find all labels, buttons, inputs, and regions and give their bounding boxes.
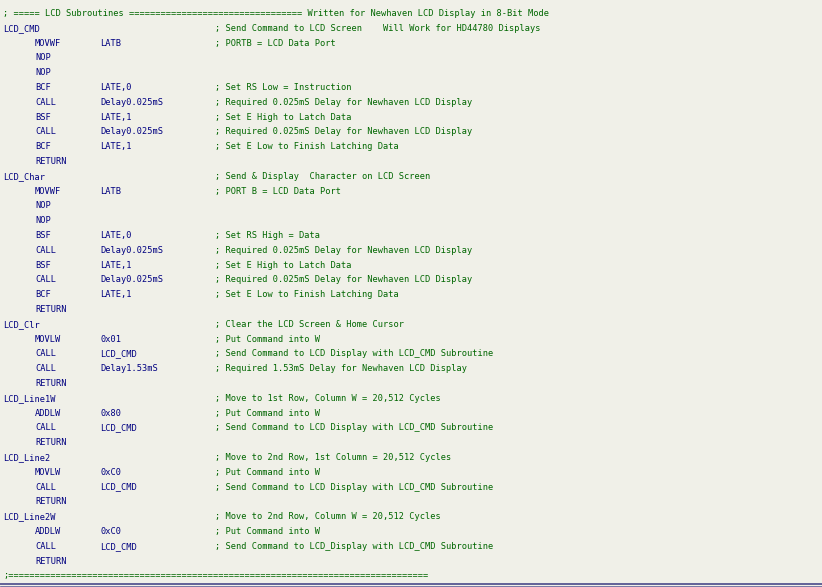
Text: BSF: BSF <box>35 113 51 122</box>
Text: RETURN: RETURN <box>35 438 67 447</box>
Text: Delay1.53mS: Delay1.53mS <box>100 364 158 373</box>
Text: LATE,0: LATE,0 <box>100 231 132 240</box>
Text: ; Move to 2nd Row, 1st Column = 20,512 Cycles: ; Move to 2nd Row, 1st Column = 20,512 C… <box>215 453 451 462</box>
Text: ; Send & Display  Character on LCD Screen: ; Send & Display Character on LCD Screen <box>215 172 430 181</box>
Text: LCD_Clr: LCD_Clr <box>3 320 39 329</box>
Text: LATE,1: LATE,1 <box>100 290 132 299</box>
Text: LCD_CMD: LCD_CMD <box>100 542 136 551</box>
Text: ;===============================================================================: ;=======================================… <box>3 571 428 581</box>
Text: RETURN: RETURN <box>35 157 67 166</box>
Text: ; ===== LCD Subroutines ================================= Written for Newhaven L: ; ===== LCD Subroutines ================… <box>3 9 549 18</box>
Text: MOVLW: MOVLW <box>35 468 62 477</box>
Text: 0xC0: 0xC0 <box>100 527 121 536</box>
Text: 0xC0: 0xC0 <box>100 468 121 477</box>
Text: ; Set E High to Latch Data: ; Set E High to Latch Data <box>215 113 352 122</box>
Text: BCF: BCF <box>35 83 51 92</box>
Text: LCD_CMD: LCD_CMD <box>100 423 136 433</box>
Text: LCD_CMD: LCD_CMD <box>100 349 136 359</box>
Text: ; Send Command to LCD_Display with LCD_CMD Subroutine: ; Send Command to LCD_Display with LCD_C… <box>215 542 493 551</box>
Text: LCD_Line2: LCD_Line2 <box>3 453 50 462</box>
Text: LATE,0: LATE,0 <box>100 83 132 92</box>
Text: LATE,1: LATE,1 <box>100 261 132 269</box>
Text: CALL: CALL <box>35 364 56 373</box>
Text: RETURN: RETURN <box>35 305 67 314</box>
Text: LCD_Char: LCD_Char <box>3 172 45 181</box>
Text: MOVWF: MOVWF <box>35 187 62 195</box>
Text: NOP: NOP <box>35 216 51 225</box>
Text: ; Put Command into W: ; Put Command into W <box>215 527 320 536</box>
Text: ; Put Command into W: ; Put Command into W <box>215 468 320 477</box>
Text: BCF: BCF <box>35 142 51 151</box>
Text: ; Move to 1st Row, Column W = 20,512 Cycles: ; Move to 1st Row, Column W = 20,512 Cyc… <box>215 394 441 403</box>
Text: ; Send Command to LCD Display with LCD_CMD Subroutine: ; Send Command to LCD Display with LCD_C… <box>215 483 493 491</box>
Text: LATB: LATB <box>100 39 121 48</box>
Text: RETURN: RETURN <box>35 379 67 388</box>
Text: Delay0.025mS: Delay0.025mS <box>100 275 163 284</box>
Text: CALL: CALL <box>35 542 56 551</box>
Text: LATE,1: LATE,1 <box>100 142 132 151</box>
Text: Delay0.025mS: Delay0.025mS <box>100 98 163 107</box>
Text: ; Put Command into W: ; Put Command into W <box>215 335 320 343</box>
Text: ADDLW: ADDLW <box>35 409 62 417</box>
Text: NOP: NOP <box>35 68 51 77</box>
Text: ; Set RS Low = Instruction: ; Set RS Low = Instruction <box>215 83 352 92</box>
Text: ; Put Command into W: ; Put Command into W <box>215 409 320 417</box>
Text: ; Set E Low to Finish Latching Data: ; Set E Low to Finish Latching Data <box>215 290 399 299</box>
Text: NOP: NOP <box>35 53 51 62</box>
Text: ; Send Command to LCD Screen    Will Work for HD44780 Displays: ; Send Command to LCD Screen Will Work f… <box>215 24 541 33</box>
Text: ; Set RS High = Data: ; Set RS High = Data <box>215 231 320 240</box>
Text: ; Required 0.025mS Delay for Newhaven LCD Display: ; Required 0.025mS Delay for Newhaven LC… <box>215 127 473 136</box>
Text: LCD_Line2W: LCD_Line2W <box>3 512 56 521</box>
Text: ; Send Command to LCD Display with LCD_CMD Subroutine: ; Send Command to LCD Display with LCD_C… <box>215 423 493 433</box>
Text: CALL: CALL <box>35 127 56 136</box>
Text: CALL: CALL <box>35 349 56 359</box>
Text: ; Required 1.53mS Delay for Newhaven LCD Display: ; Required 1.53mS Delay for Newhaven LCD… <box>215 364 467 373</box>
Text: BSF: BSF <box>35 261 51 269</box>
Text: ; Required 0.025mS Delay for Newhaven LCD Display: ; Required 0.025mS Delay for Newhaven LC… <box>215 275 473 284</box>
Text: NOP: NOP <box>35 201 51 210</box>
Text: LATE,1: LATE,1 <box>100 113 132 122</box>
Text: BCF: BCF <box>35 290 51 299</box>
Text: LCD_CMD: LCD_CMD <box>3 24 39 33</box>
Text: ; Clear the LCD Screen & Home Cursor: ; Clear the LCD Screen & Home Cursor <box>215 320 404 329</box>
Text: 0x01: 0x01 <box>100 335 121 343</box>
Text: LCD_Line1W: LCD_Line1W <box>3 394 56 403</box>
Text: 0x80: 0x80 <box>100 409 121 417</box>
Text: CALL: CALL <box>35 423 56 433</box>
Text: CALL: CALL <box>35 275 56 284</box>
Text: LATB: LATB <box>100 187 121 195</box>
Text: RETURN: RETURN <box>35 497 67 507</box>
Text: MOVLW: MOVLW <box>35 335 62 343</box>
Text: ADDLW: ADDLW <box>35 527 62 536</box>
Text: LCD_CMD: LCD_CMD <box>100 483 136 491</box>
Text: ; Required 0.025mS Delay for Newhaven LCD Display: ; Required 0.025mS Delay for Newhaven LC… <box>215 98 473 107</box>
Text: ; Set E High to Latch Data: ; Set E High to Latch Data <box>215 261 352 269</box>
Text: ; PORTB = LCD Data Port: ; PORTB = LCD Data Port <box>215 39 335 48</box>
Text: CALL: CALL <box>35 98 56 107</box>
Text: ; Send Command to LCD Display with LCD_CMD Subroutine: ; Send Command to LCD Display with LCD_C… <box>215 349 493 359</box>
Text: RETURN: RETURN <box>35 556 67 566</box>
Text: MOVWF: MOVWF <box>35 39 62 48</box>
Text: Delay0.025mS: Delay0.025mS <box>100 127 163 136</box>
Text: ; Required 0.025mS Delay for Newhaven LCD Display: ; Required 0.025mS Delay for Newhaven LC… <box>215 246 473 255</box>
Text: ; Move to 2nd Row, Column W = 20,512 Cycles: ; Move to 2nd Row, Column W = 20,512 Cyc… <box>215 512 441 521</box>
Text: CALL: CALL <box>35 483 56 491</box>
Text: CALL: CALL <box>35 246 56 255</box>
Text: BSF: BSF <box>35 231 51 240</box>
Text: Delay0.025mS: Delay0.025mS <box>100 246 163 255</box>
Text: ; Set E Low to Finish Latching Data: ; Set E Low to Finish Latching Data <box>215 142 399 151</box>
Text: ; PORT B = LCD Data Port: ; PORT B = LCD Data Port <box>215 187 341 195</box>
